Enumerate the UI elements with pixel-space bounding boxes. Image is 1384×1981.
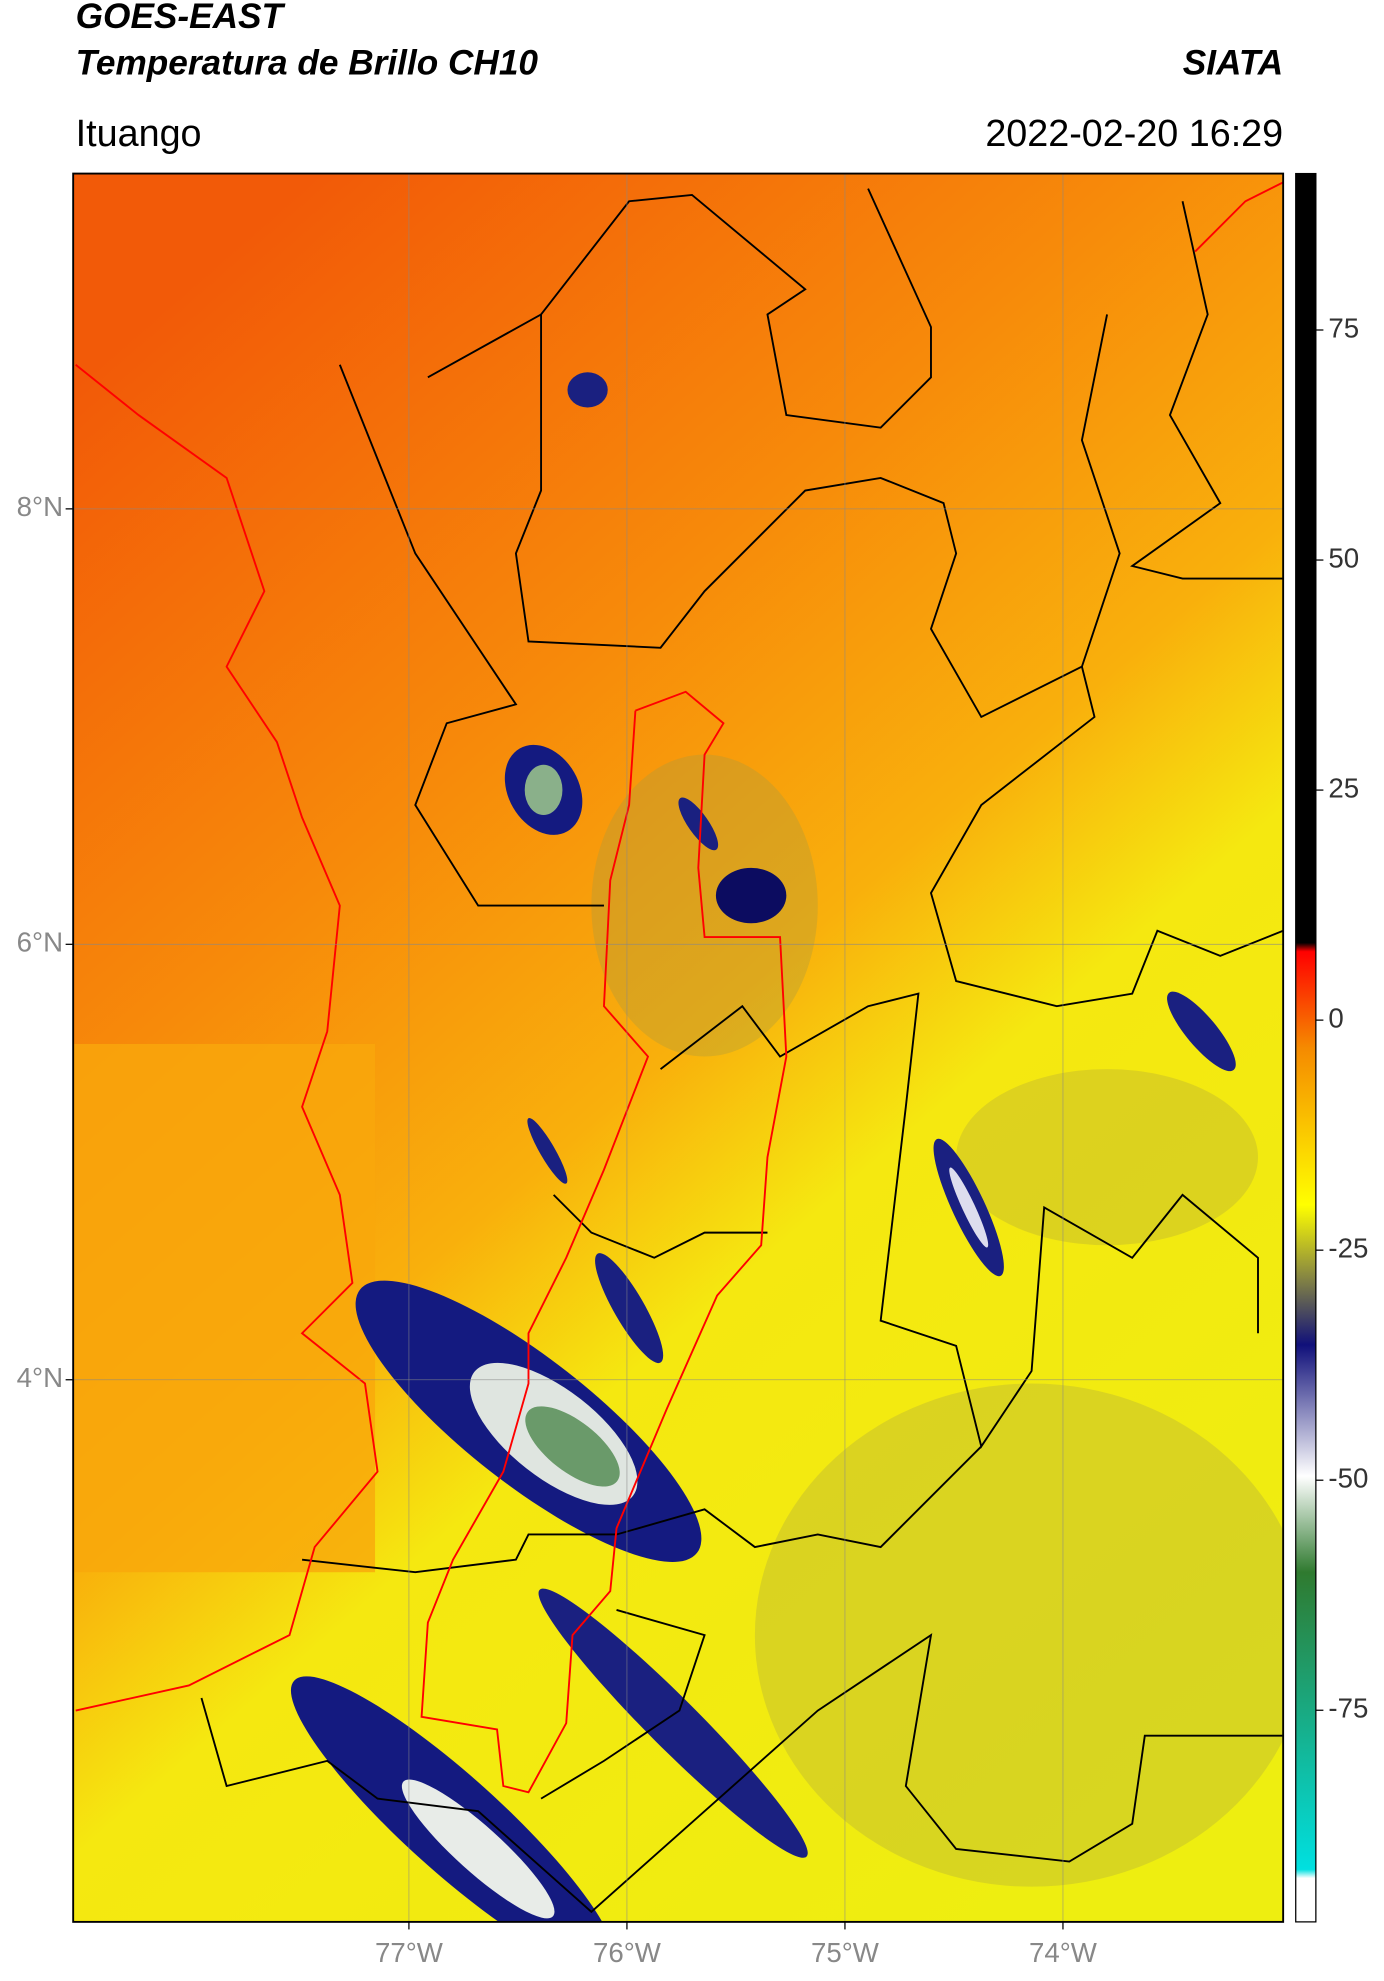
storm-core [401,1779,555,1919]
storm-core [524,764,563,816]
border [338,364,604,907]
border [1130,201,1284,580]
red-borders [75,181,1284,1794]
grid [73,173,1284,1922]
haze [591,754,818,1057]
border [427,312,1121,719]
field-ocean [73,1043,376,1573]
source: SIATA [1183,44,1283,83]
map-field [73,173,1284,1922]
colorbar-tick-label: 50 [1328,542,1359,573]
border [929,666,1284,1008]
colorbar-tick-label: 75 [1328,312,1359,343]
subtitle: Temperatura de Brillo CH10 [76,44,539,83]
colorbar-tick-label: -75 [1328,1693,1368,1724]
storm-core [949,1167,989,1248]
colorbar-tick-label: -50 [1328,1463,1368,1494]
storm-core [715,867,787,924]
border [200,1633,1284,1914]
storm-core [595,1253,664,1364]
storm [290,372,1236,1922]
colorbar-tick-label: -25 [1328,1232,1368,1263]
storm-core [527,1117,568,1184]
datetime: 2022-02-20 16:29 [985,112,1283,154]
y-tick-label: 6°N [17,927,63,958]
coastline [75,364,379,1712]
colorbar-tick-label: 25 [1328,772,1359,803]
title: GOES-EAST [76,0,286,36]
borders [200,188,1284,1914]
haze [956,1069,1258,1246]
border [301,1445,982,1574]
storm-core [538,1588,808,1858]
border [552,1194,768,1259]
storm-core [525,1406,620,1487]
colorbar-tick-label: 0 [1328,1002,1343,1033]
x-tick-label: 77°W [375,1937,444,1968]
x-tick-label: 76°W [593,1937,662,1968]
antioquia-boundary [420,690,788,1794]
y-tick-label: 4°N [17,1362,63,1393]
haze [754,1383,1284,1887]
colorbar [1295,172,1317,1923]
x-tick-label: 75°W [811,1937,880,1968]
coastline [1194,181,1284,253]
storm-core [567,372,608,408]
region: Ituango [76,112,202,154]
border [659,992,1259,1449]
x-tick-label: 74°W [1029,1937,1098,1968]
border [540,188,932,429]
y-tick-label: 8°N [17,491,63,522]
storm-core [1167,991,1236,1072]
map-frame [72,172,1285,1923]
border [540,1609,706,1800]
storm-core [678,797,719,851]
